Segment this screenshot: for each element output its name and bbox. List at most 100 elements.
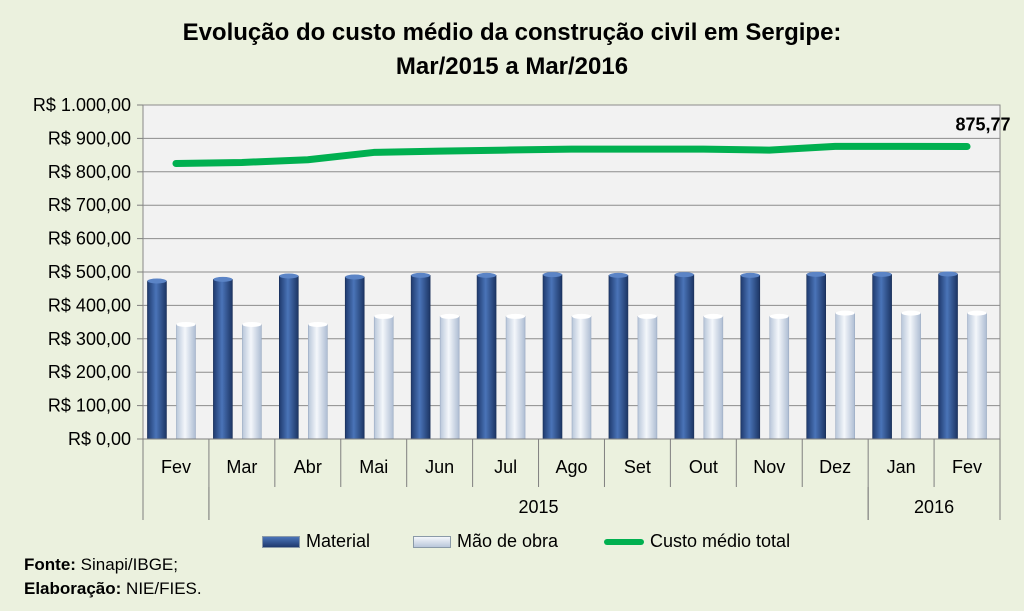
legend-swatch-material (262, 535, 300, 548)
legend-swatch-custo-total (604, 538, 644, 545)
bar-mao-de-obra (242, 324, 262, 440)
bar-material-cap (147, 278, 167, 284)
y-tick-label: R$ 1.000,00 (33, 95, 131, 115)
x-tick-label: Set (624, 457, 651, 477)
bar-material-cap (543, 272, 562, 278)
total-cost-series-line (172, 142, 971, 167)
bar-material (740, 275, 761, 440)
y-tick-label: R$ 200,00 (48, 362, 131, 382)
bar-mao-de-obra-cap (440, 313, 460, 319)
footnote-source-label: Fonte: (24, 555, 76, 574)
bar-material (674, 274, 695, 440)
bar-mao-de-obra-cap (308, 321, 328, 327)
bar-material (806, 274, 826, 440)
x-axis: Fev Mar Abr Mai Jun Jul Ago Set Out Nov Dez Jan Fev 2… (142, 438, 1001, 520)
bar-mao-de-obra-cap (901, 310, 921, 316)
bar-material-cap (674, 272, 694, 278)
y-tick-label: R$ 900,00 (48, 128, 131, 148)
bar-material-cap (608, 272, 628, 278)
footnote-elaboration-label: Elaboração: (24, 579, 122, 598)
x-group-label: 2015 (519, 497, 559, 517)
bar-mao-de-obra (505, 316, 526, 440)
x-tick-label: Fev (161, 457, 191, 477)
footnote-source: Fonte: Sinapi/IBGE; (24, 553, 202, 577)
bar-material-cap (213, 276, 233, 282)
bar-mao-de-obra (176, 324, 196, 440)
bar-mao-de-obra-cap (506, 313, 526, 319)
bar-mao-de-obra-cap (176, 321, 196, 327)
x-tick-label: Dez (819, 457, 851, 477)
x-tick-label: Mai (359, 457, 388, 477)
chart-title-line-2: Mar/2015 a Mar/2016 (395, 53, 629, 80)
y-tick-label: R$ 0,00 (68, 429, 131, 449)
bar-mao-de-obra-cap (572, 313, 591, 319)
bar-mao-de-obra (901, 312, 921, 440)
bar-mao-de-obra-cap (637, 313, 657, 319)
legend: Material Mão de obra Custo médio total (0, 531, 1024, 555)
y-tick-label: R$ 100,00 (48, 396, 131, 416)
x-group-label: 2016 (914, 497, 954, 517)
y-tick-label: R$ 400,00 (48, 295, 131, 315)
bar-mao-de-obra (439, 316, 460, 440)
footnote-source-value: Sinapi/IBGE; (80, 555, 178, 574)
x-tick-label: Jun (425, 457, 454, 477)
bar-mao-de-obra-cap (967, 310, 987, 316)
bar-material-cap (279, 273, 299, 279)
bar-material-cap (477, 272, 497, 278)
y-tick-label: R$ 500,00 (48, 262, 131, 282)
bar-mao-de-obra (637, 316, 658, 440)
bars (147, 271, 987, 440)
x-tick-label: Out (689, 457, 718, 477)
bar-mao-de-obra-cap (703, 313, 723, 319)
x-tick-label: Jan (887, 457, 916, 477)
x-tick-label: Abr (294, 457, 322, 477)
bar-material-cap (872, 271, 892, 277)
bar-mao-de-obra (373, 316, 394, 440)
data-label: 875,77 (956, 114, 1011, 134)
bar-mao-de-obra-cap (242, 321, 262, 327)
bar-material (344, 276, 365, 440)
bar-material (872, 274, 892, 440)
y-tick-label: R$ 800,00 (48, 162, 131, 182)
total-cost-line: 875,77 (172, 114, 1011, 167)
x-tick-label: Ago (555, 457, 587, 477)
bar-material-cap (806, 271, 826, 277)
bar-mao-de-obra (967, 312, 987, 440)
bar-material (938, 273, 958, 440)
bar-material-cap (411, 272, 431, 278)
bar-material (608, 275, 629, 440)
bar-mao-de-obra (571, 316, 592, 440)
y-tick-label: R$ 300,00 (48, 329, 131, 349)
bar-mao-de-obra-cap (374, 313, 394, 319)
x-tick-label: Jul (494, 457, 517, 477)
bar-mao-de-obra-cap (835, 310, 855, 316)
y-axis-tick-labels: R$ 0,00 R$ 100,00 R$ 200,00 R$ 300,00 R$ 400… (33, 95, 131, 449)
bar-mao-de-obra (769, 316, 790, 440)
legend-item-material: Material (262, 531, 370, 552)
bar-material-cap (740, 272, 760, 278)
bar-mao-de-obra (308, 324, 328, 440)
legend-label-material: Material (306, 531, 371, 551)
bar-material (279, 275, 299, 440)
x-tick-label: Mar (226, 457, 257, 477)
x-tick-label: Fev (952, 457, 982, 477)
y-tick-label: R$ 600,00 (48, 229, 131, 249)
x-tick-label: Nov (753, 457, 785, 477)
bar-mao-de-obra (703, 316, 724, 440)
bar-material (476, 275, 497, 440)
legend-item-mao-de-obra: Mão de obra (413, 531, 558, 552)
footnote-elaboration-value: NIE/FIES. (126, 579, 202, 598)
legend-item-custo-total: Custo médio total (604, 531, 790, 552)
bar-mao-de-obra-cap (769, 313, 789, 319)
y-tick-label: R$ 700,00 (48, 195, 131, 215)
footnotes: Fonte: Sinapi/IBGE; Elaboração: NIE/FIES… (24, 553, 202, 601)
footnote-elaboration: Elaboração: NIE/FIES. (24, 577, 202, 601)
chart-title-line-1: Evolução do custo médio da construção ci… (182, 19, 842, 46)
bar-mao-de-obra (835, 312, 855, 440)
bar-material (147, 280, 167, 440)
bar-material (213, 279, 233, 440)
bar-material (410, 275, 431, 440)
bar-material (542, 274, 563, 440)
legend-label-mao-de-obra: Mão de obra (457, 531, 559, 551)
